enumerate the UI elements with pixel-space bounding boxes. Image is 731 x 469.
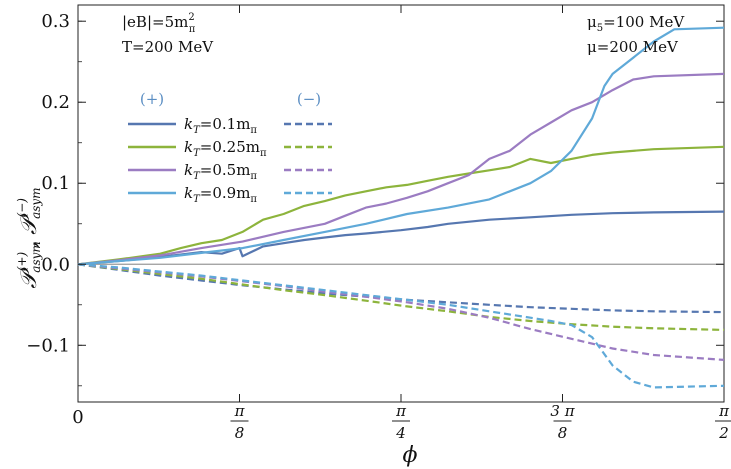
- series-line-plus-0: [77, 210, 725, 266]
- annotation-temperature: T=200 MeV: [122, 38, 214, 56]
- y-tick-label: 0.3: [41, 11, 70, 32]
- series-line-minus-5: [77, 263, 725, 331]
- x-tick-denominator: 8: [235, 424, 245, 442]
- x-tick-denominator: 4: [395, 424, 406, 442]
- legend-label: kT=0.25mπ: [184, 138, 267, 159]
- annotation-eb: |eB|=5m2 π: [122, 12, 196, 35]
- series-line-plus-1: [77, 145, 725, 266]
- legend-header-plus: (+): [140, 90, 164, 108]
- legend-label: kT=0.9mπ: [184, 184, 257, 205]
- x-tick-numerator: π: [234, 402, 246, 420]
- x-tick-numerator: π: [395, 402, 407, 420]
- series-line-minus-7: [77, 263, 725, 389]
- x-tick-label: 0: [72, 407, 83, 428]
- y-tick-label: 0.0: [41, 254, 70, 275]
- series-line-plus-3: [77, 26, 725, 266]
- legend-label: kT=0.1mπ: [184, 115, 257, 136]
- x-tick-denominator: 2: [718, 424, 729, 442]
- x-tick-denominator: 8: [558, 424, 568, 442]
- legend-header-minus: (−): [297, 90, 321, 108]
- annotation-mu5: μ5=100 MeV: [587, 13, 685, 34]
- x-tick-numerator: π: [718, 402, 730, 420]
- y-tick-label: 0.2: [41, 92, 70, 113]
- x-tick-numerator: 3 π: [550, 402, 575, 420]
- y-tick-label: −0.1: [26, 335, 70, 356]
- y-tick-label: 0.1: [41, 173, 70, 194]
- x-axis-title: ϕ: [403, 443, 418, 468]
- annotation-mu: μ=200 MeV: [587, 38, 679, 56]
- y-axis-title: 𝒫asym(+),𝒫asym(−): [15, 187, 43, 288]
- legend-label: kT=0.5mπ: [184, 161, 257, 182]
- series-line-plus-2: [77, 72, 725, 266]
